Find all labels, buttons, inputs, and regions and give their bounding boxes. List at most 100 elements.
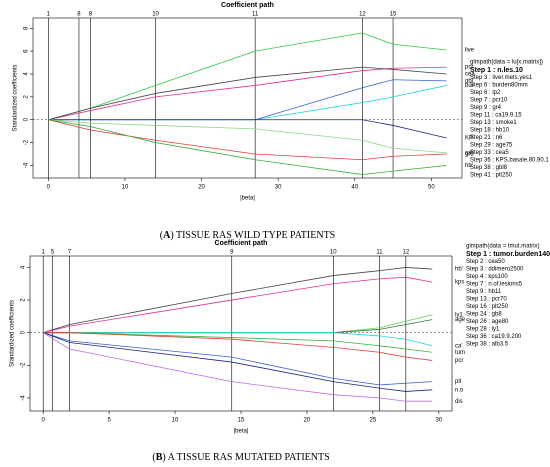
y-tick-label: -4 [21, 395, 27, 401]
series-label: ca' [455, 343, 462, 349]
x-tick-label: 40 [351, 185, 358, 191]
series-line [43, 267, 433, 334]
legend-step: Step 3 : liver.mets.yes1 [470, 75, 533, 81]
series-label: plt [455, 379, 462, 385]
x-tick-label: 30 [435, 418, 442, 424]
series-label: ly1 [455, 312, 463, 318]
legend-step: Step 1 : tumor.burden140 [466, 251, 550, 258]
x-tick-label: 15 [238, 418, 245, 424]
legend-step: Step 9 : gr4 [470, 105, 502, 111]
legend-step: Step 38 : alb3.5 [466, 342, 509, 348]
step-label: 9 [230, 250, 234, 256]
series-label: ca' [465, 150, 472, 156]
legend-step: Step 13 : pcr70 [466, 297, 507, 303]
series-line [42, 332, 433, 402]
series-label: bur [465, 83, 474, 89]
y-tick-label: 0 [24, 117, 30, 121]
series-label: pcr [455, 358, 463, 364]
chart-title: Coefficient path [221, 2, 274, 9]
legend-step: Step 1 : n.les.10 [470, 67, 523, 74]
legend-step: Step 36 : KPS.basale.80.90.1 [470, 158, 549, 164]
step-label: 11 [252, 12, 259, 18]
y-axis-label: Standardized coefficients [10, 300, 16, 367]
step-label: 12 [403, 250, 410, 256]
legend-step: Step 28 : ly1 [466, 327, 500, 333]
step-label: 8 [89, 12, 93, 18]
legend-step: Step 3 : ddimero2500 [466, 267, 524, 273]
series-label: live [465, 48, 475, 54]
legend-step: Step 33 : cea5 [470, 150, 509, 156]
series-label: dis [455, 399, 463, 405]
series-label: cea [465, 72, 475, 78]
series-label: age [455, 317, 466, 323]
step-label: 10 [330, 250, 337, 256]
legend-step: Step 6 : burden80mm [470, 83, 528, 89]
series-line [43, 319, 433, 334]
caption-part: ) [170, 230, 176, 241]
series-label: n.o [455, 387, 464, 393]
x-tick-label: 0 [42, 418, 46, 424]
step-label: 1 [42, 250, 46, 256]
series-label: gbl [465, 78, 473, 84]
caption: (A) TISSUE RAS WILD TYPE PATIENTS [160, 230, 336, 241]
series-line [48, 119, 447, 161]
step-label: 5 [51, 250, 55, 256]
series-line [48, 119, 447, 154]
step-label: 7 [68, 250, 72, 256]
x-axis-label: |beta| [240, 196, 255, 202]
legend-step: Step 9 : hb11 [466, 289, 502, 295]
series-line [48, 66, 447, 121]
legend-step: Step 26 : age80 [466, 319, 509, 325]
plot-frame [32, 17, 463, 179]
y-tick-label: 0 [21, 330, 27, 334]
legend-step: Step 6 : lp2 [470, 90, 501, 96]
y-tick-label: -2 [24, 139, 30, 145]
legend-call: glmpath(data = lu[x.matrix]) [470, 60, 543, 66]
legend-step: Step 36 : ca19.9.200 [466, 334, 522, 340]
legend-step: Step 18 : hb10 [470, 128, 510, 134]
legend-step: Step 21 : n6 [470, 135, 503, 141]
y-tick-label: -2 [21, 362, 27, 368]
legend-step: Step 29 : age75 [470, 143, 513, 149]
x-tick-label: 20 [304, 418, 311, 424]
y-tick-label: -4 [24, 162, 30, 168]
step-label: 8 [77, 12, 81, 18]
y-tick-label: 4 [21, 265, 27, 269]
series-label: hb' [455, 267, 463, 273]
series-label: pcr [465, 65, 473, 71]
x-tick-label: 10 [122, 185, 129, 191]
legend-step: Step 4 : kps100 [466, 274, 508, 280]
legend-step: Step 38 : gbl8 [470, 165, 508, 171]
legend-call: glmpath(data = tmut.matrix) [466, 244, 540, 250]
caption-part: A TISSUE RAS MUTATED PATIENTS [168, 452, 330, 463]
series-line [48, 119, 447, 139]
series-label: tum [455, 350, 465, 356]
legend-step: Step 7 : n.of.lesions5 [466, 282, 523, 288]
series-label: grd [465, 152, 474, 158]
series-line [48, 85, 447, 121]
step-label: 11 [376, 250, 383, 256]
series-line [48, 79, 447, 121]
caption-part: TISSUE RAS WILD TYPE PATIENTS [176, 230, 335, 241]
step-label: 15 [390, 12, 397, 18]
x-tick-label: 25 [370, 418, 377, 424]
series-label: kps [455, 280, 464, 286]
legend-step: Step 13 : smoke1 [470, 120, 517, 126]
legend-step: Step 11 : ca19.9.15 [470, 113, 522, 119]
caption-part: A [163, 230, 171, 241]
x-tick-label: 5 [107, 418, 111, 424]
step-label: 10 [152, 12, 159, 18]
caption-part: ) [162, 452, 167, 463]
caption-part: ( [160, 230, 164, 241]
series-line [43, 276, 433, 334]
step-label: 1 [47, 12, 51, 18]
legend-step: Step 24 : gb8 [466, 312, 502, 318]
legend-step: Step 7 : pcr10 [470, 98, 508, 104]
series-line [48, 66, 447, 121]
x-tick-label: 20 [198, 185, 205, 191]
y-tick-label: 2 [24, 95, 30, 99]
y-tick-label: 8 [24, 26, 30, 30]
series-label: hb' [465, 163, 473, 169]
series-line [43, 332, 433, 361]
chart-title: Coefficient path [215, 240, 268, 247]
